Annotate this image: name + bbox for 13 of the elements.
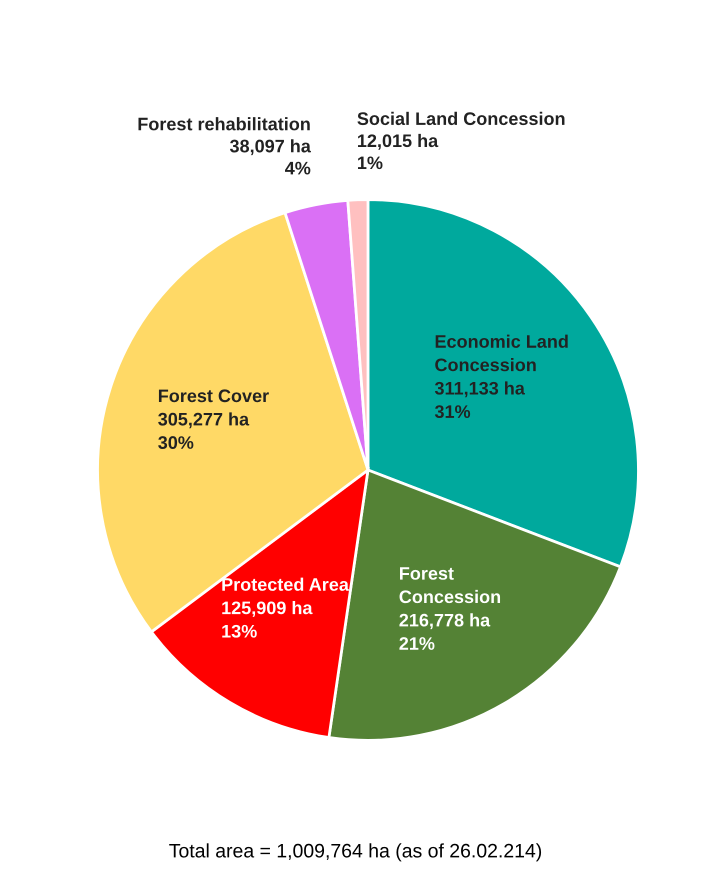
data-label: 38,097 ha 4% [230, 139, 311, 174]
data-label: 216,778 ha 21% [399, 613, 490, 650]
slice-label: Forest Cover [158, 389, 269, 402]
data-label: 305,277 ha 30% [158, 412, 250, 449]
text: Total area = 1,009,764 ha (as of 26.02.214) [169, 843, 542, 862]
data-label: 12,015 ha 1% [358, 134, 438, 170]
slice-label: Forest rehabilitation [138, 117, 310, 130]
data-label: 125,909 ha 13% [222, 600, 313, 638]
slice-label: Social Land Concession [357, 112, 564, 126]
data-label: 311,133 ha 31% [434, 381, 525, 418]
slice-label: Economic Land Concession [435, 334, 568, 372]
slice-label: Protected Area [222, 578, 349, 591]
slice-label: Forest Concession [400, 567, 500, 604]
